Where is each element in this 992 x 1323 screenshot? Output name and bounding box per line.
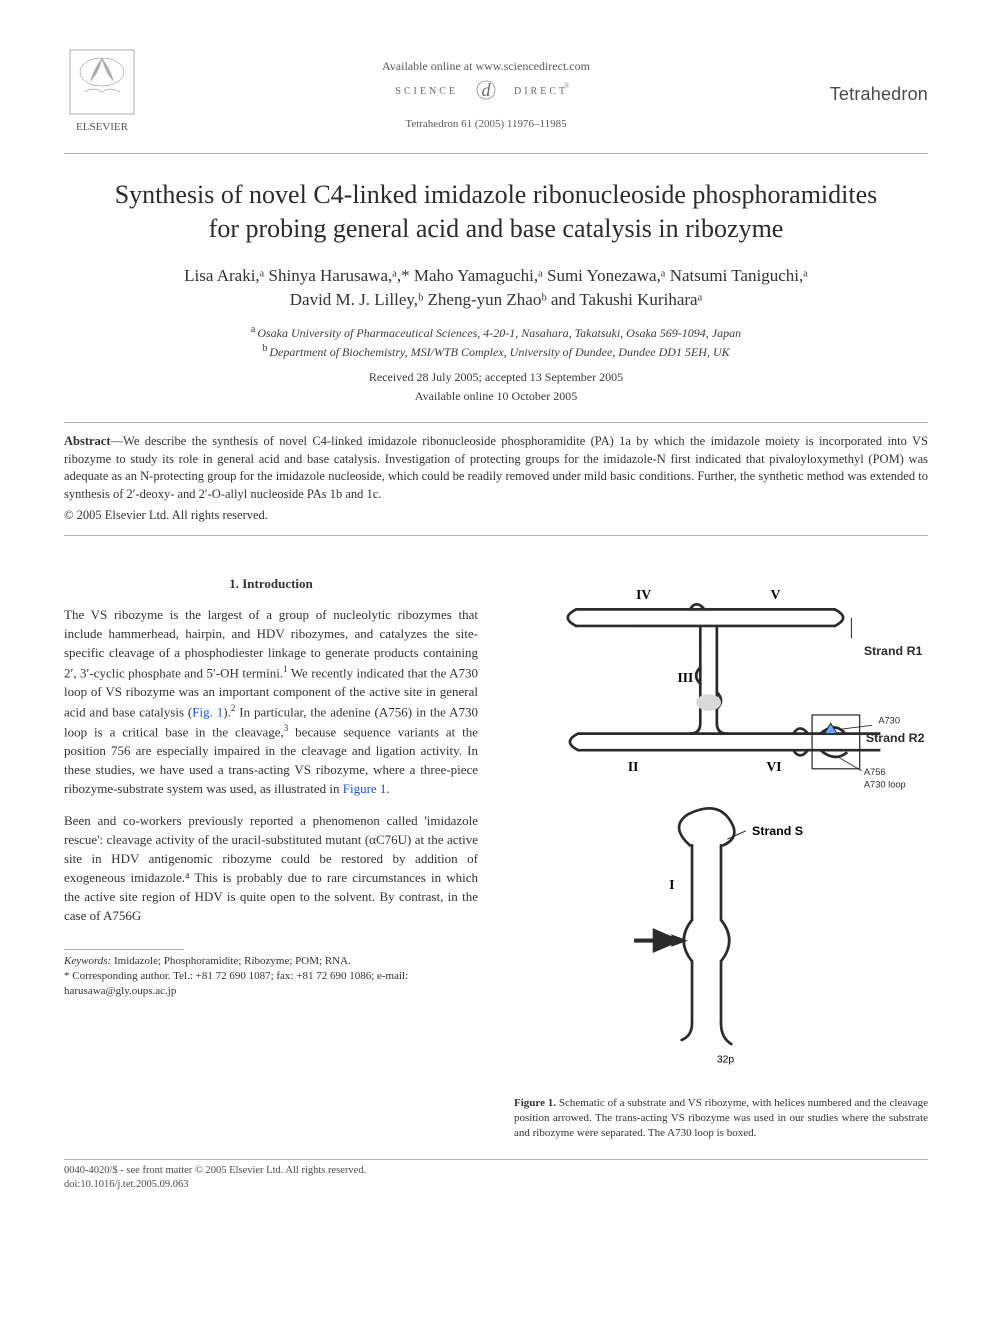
svg-text:II: II	[628, 759, 638, 774]
abstract-block: Abstract—We describe the synthesis of no…	[64, 422, 928, 536]
abstract-copyright: © 2005 Elsevier Ltd. All rights reserved…	[64, 507, 928, 525]
svg-text:III: III	[678, 670, 694, 685]
footer-line2: doi:10.1016/j.tet.2005.09.063	[64, 1178, 928, 1192]
keywords-text: Imidazole; Phosphoramidite; Ribozyme; PO…	[111, 955, 351, 967]
svg-text:I: I	[669, 877, 674, 892]
svg-text:d: d	[482, 80, 492, 100]
paragraph-2: Been and co-workers previously reported …	[64, 812, 478, 925]
affiliation-a: Osaka University of Pharmaceutical Scien…	[257, 326, 741, 340]
journal-reference: Tetrahedron 61 (2005) 11976–11985	[184, 118, 788, 130]
footnotes: Keywords: Imidazole; Phosphoramidite; Ri…	[64, 954, 478, 999]
figure-1-diagram: Strand R1 A730 Strand R2 A756 A730 loop …	[514, 568, 928, 1086]
section-heading-intro: 1. Introduction	[64, 576, 478, 592]
svg-text:Strand R1: Strand R1	[864, 644, 923, 658]
footer: 0040-4020/$ - see front matter © 2005 El…	[64, 1159, 928, 1191]
affiliation-b: Department of Biochemistry, MSI/WTB Comp…	[269, 345, 729, 359]
keywords-label: Keywords:	[64, 955, 111, 967]
fig1-ref[interactable]: Fig. 1	[192, 704, 223, 719]
header-center: Available online at www.sciencedirect.co…	[184, 59, 788, 130]
svg-text:IV: IV	[636, 587, 651, 602]
svg-text:32p: 32p	[717, 1055, 735, 1066]
svg-text:V: V	[771, 587, 781, 602]
journal-name: Tetrahedron	[788, 84, 928, 105]
svg-text:A730: A730	[878, 715, 900, 725]
svg-text:DIRECT: DIRECT	[514, 86, 568, 97]
figure-1-caption: Figure 1. Schematic of a substrate and V…	[514, 1096, 928, 1141]
svg-text:A730 loop: A730 loop	[864, 779, 906, 789]
authors-line2: David M. J. Lilley,ᵇ Zheng-yun Zhaoᵇ and…	[290, 290, 702, 309]
svg-text:Strand S: Strand S	[752, 824, 803, 838]
footnote-rule	[64, 949, 184, 950]
authors: Lisa Araki,ᵃ Shinya Harusawa,ᵃ,* Maho Ya…	[94, 264, 898, 313]
svg-text:Strand R2: Strand R2	[866, 731, 925, 745]
svg-text:ELSEVIER: ELSEVIER	[76, 121, 129, 133]
svg-text:SCIENCE: SCIENCE	[396, 86, 458, 97]
fig1-caption-text: Schematic of a substrate and VS ribozyme…	[514, 1097, 928, 1139]
right-column: Strand R1 A730 Strand R2 A756 A730 loop …	[514, 568, 928, 1141]
svg-text:®: ®	[564, 82, 570, 90]
received-accepted-dates: Received 28 July 2005; accepted 13 Septe…	[64, 370, 928, 385]
available-online-text: Available online at www.sciencedirect.co…	[184, 59, 788, 74]
article-title: Synthesis of novel C4-linked imidazole r…	[104, 178, 888, 246]
fig1-caption-label: Figure 1.	[514, 1097, 556, 1109]
authors-line1: Lisa Araki,ᵃ Shinya Harusawa,ᵃ,* Maho Ya…	[184, 266, 808, 285]
elsevier-logo: ELSEVIER	[64, 48, 184, 141]
footer-line1: 0040-4020/$ - see front matter © 2005 El…	[64, 1164, 928, 1178]
available-online-date: Available online 10 October 2005	[64, 389, 928, 404]
fig1-ref-2[interactable]: Figure 1	[343, 781, 387, 796]
affiliations: aOsaka University of Pharmaceutical Scie…	[64, 323, 928, 361]
abstract-label: Abstract	[64, 434, 111, 448]
left-column: 1. Introduction The VS ribozyme is the l…	[64, 568, 478, 1141]
svg-text:A756: A756	[864, 767, 886, 777]
corresponding-author: * Corresponding author. Tel.: +81 72 690…	[64, 969, 478, 999]
abstract-text: —We describe the synthesis of novel C4-l…	[64, 434, 928, 501]
sciencedirect-logo: SCIENCE d DIRECT ®	[396, 80, 576, 106]
header-rule	[64, 153, 928, 154]
paragraph-1: The VS ribozyme is the largest of a grou…	[64, 606, 478, 798]
svg-text:VI: VI	[767, 759, 782, 774]
